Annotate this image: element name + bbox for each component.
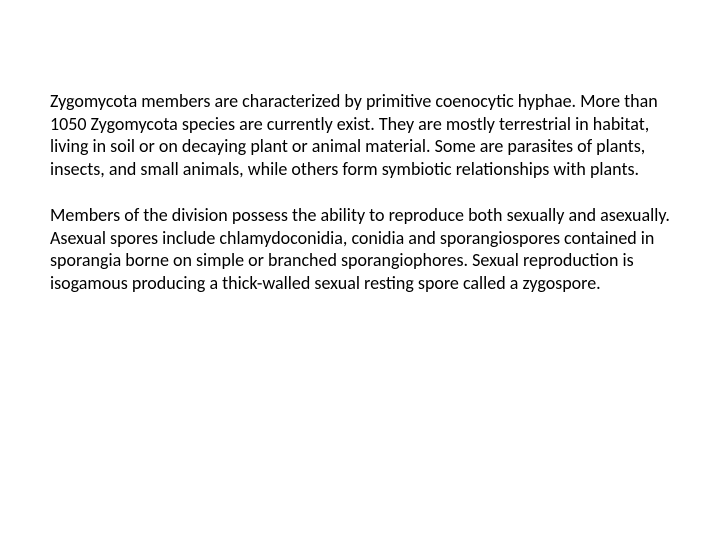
- body-paragraph-1: Zygomycota members are characterized by …: [50, 90, 670, 180]
- body-paragraph-2: Members of the division possess the abil…: [50, 204, 670, 294]
